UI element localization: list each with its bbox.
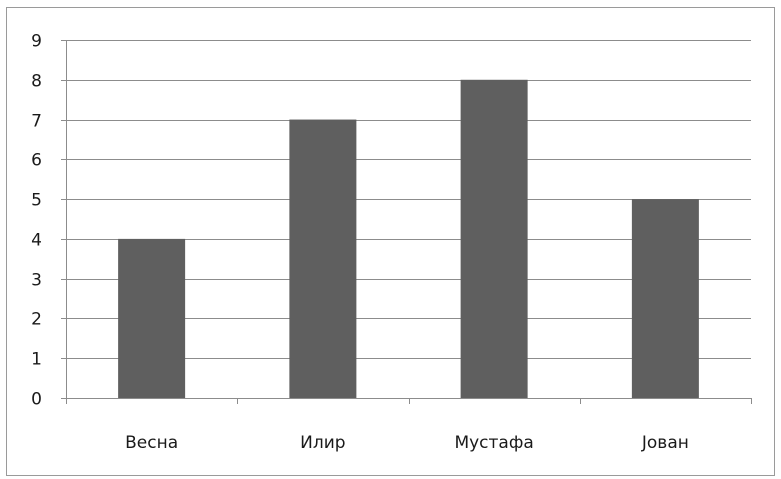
y-tick-label: 5	[31, 191, 42, 211]
bar-4	[631, 199, 699, 398]
y-tick-label: 8	[31, 72, 42, 92]
y-tick-label: 0	[31, 390, 42, 410]
y-tick-label: 6	[31, 151, 42, 171]
bar-1	[118, 238, 186, 398]
x-tick-labels: Весна Илир Мустафа Јован	[125, 433, 689, 453]
y-tick-label: 4	[31, 231, 42, 251]
x-tick-label: Весна	[125, 433, 178, 453]
y-tick-labels: 0 1 2 3 4 5 6 7 8 9	[31, 32, 42, 410]
axes	[61, 40, 752, 404]
y-tick-label: 1	[31, 350, 42, 370]
x-tick-label: Илир	[300, 433, 345, 453]
y-tick-label: 2	[31, 310, 42, 330]
y-tick-label: 9	[31, 32, 42, 52]
x-tick-label: Мустафа	[454, 433, 533, 453]
bars	[118, 79, 699, 399]
y-tick-label: 3	[31, 271, 42, 291]
bar-2	[289, 119, 357, 399]
y-tick-label: 7	[31, 112, 42, 132]
x-tick-label: Јован	[641, 433, 689, 453]
bar-3	[460, 79, 528, 399]
